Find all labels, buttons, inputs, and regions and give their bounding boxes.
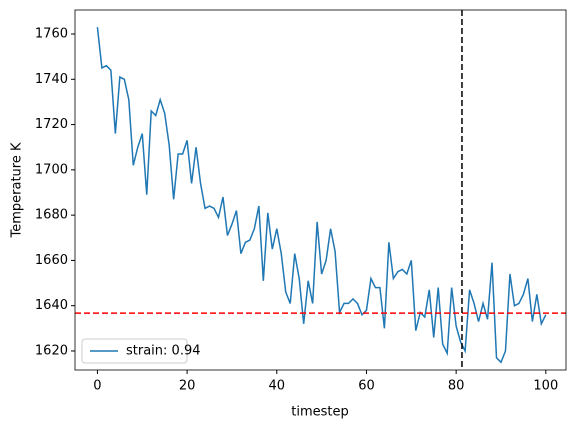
y-tick-label: 1680 bbox=[35, 208, 68, 223]
x-axis-label: timestep bbox=[291, 405, 349, 420]
y-tick-label: 1640 bbox=[35, 298, 68, 313]
y-axis-label: Temperature K bbox=[10, 142, 25, 238]
y-tick-label: 1740 bbox=[35, 72, 68, 87]
x-tick-label: 60 bbox=[358, 379, 375, 394]
x-tick-label: 80 bbox=[448, 379, 465, 394]
y-tick-label: 1620 bbox=[35, 343, 68, 358]
x-tick-label: 100 bbox=[533, 379, 558, 394]
x-tick-label: 20 bbox=[179, 379, 196, 394]
legend-label: strain: 0.94 bbox=[126, 344, 201, 359]
x-tick-label: 40 bbox=[269, 379, 286, 394]
y-tick-label: 1660 bbox=[35, 253, 68, 268]
y-tick-label: 1760 bbox=[35, 27, 68, 42]
legend-box bbox=[81, 338, 188, 364]
x-tick-label: 0 bbox=[93, 379, 101, 394]
plot-frame bbox=[74, 9, 567, 371]
data-line bbox=[96, 27, 547, 364]
y-tick-label: 1720 bbox=[35, 117, 68, 132]
y-tick-label: 1700 bbox=[35, 162, 68, 177]
